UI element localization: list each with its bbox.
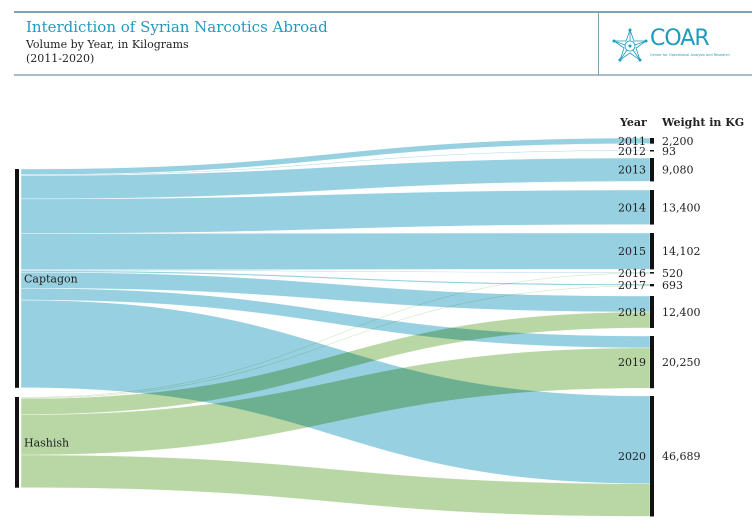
weight-label-2019: 20,250 [662, 356, 701, 369]
year-label-2020: 2020 [618, 450, 646, 463]
node-year-2014 [650, 190, 654, 225]
link-captagon-2014 [20, 189, 651, 234]
weight-label-2016: 520 [662, 267, 683, 280]
header-bottom-rule [14, 74, 752, 76]
link-hashish-2020 [20, 454, 651, 517]
year-label-2014: 2014 [618, 201, 646, 214]
network-star-icon [612, 28, 648, 62]
header-top-rule [14, 11, 752, 13]
header-separator [598, 11, 599, 75]
node-year-2015 [650, 233, 654, 270]
year-label-2019: 2019 [618, 356, 646, 369]
year-label-2013: 2013 [618, 164, 646, 177]
node-year-2018 [650, 296, 654, 328]
source-label-hashish: Hashish [24, 436, 69, 449]
weight-label-2017: 693 [662, 279, 683, 292]
node-year-2012 [650, 150, 654, 152]
year-label-2011: 2011 [618, 135, 646, 148]
logo-wordmark: COAR [650, 26, 710, 51]
node-year-2013 [650, 158, 654, 182]
weight-label-2014: 13,400 [662, 201, 701, 214]
chart-subtitle: Volume by Year, in Kilograms [26, 38, 189, 51]
year-label-2015: 2015 [618, 245, 646, 258]
logo-tagline: Center for Operational Analysis and Rese… [650, 53, 730, 57]
node-captagon [15, 169, 19, 388]
weight-label-2012: 93 [662, 145, 676, 158]
chart-year-range: (2011-2020) [26, 52, 95, 65]
node-year-2019 [650, 336, 654, 389]
year-label-2016: 2016 [618, 267, 646, 280]
nodes-group [15, 138, 654, 517]
node-year-2020 [650, 396, 654, 517]
node-hashish [15, 397, 19, 488]
weight-label-2011: 2,200 [662, 135, 694, 148]
node-year-2017 [650, 284, 654, 287]
year-label-2017: 2017 [618, 279, 646, 292]
weight-label-2013: 9,080 [662, 164, 694, 177]
column-header-year: Year [619, 116, 647, 129]
node-year-2011 [650, 138, 654, 144]
weight-label-2020: 46,689 [662, 450, 701, 463]
link-captagon-2015 [20, 232, 651, 271]
year-label-2012: 2012 [618, 145, 646, 158]
weight-label-2018: 12,400 [662, 306, 701, 319]
source-label-captagon: Captagon [24, 272, 78, 285]
column-header-weight: Weight in KG [661, 116, 744, 129]
node-year-2016 [650, 272, 654, 274]
year-label-2018: 2018 [618, 306, 646, 319]
chart-title: Interdiction of Syrian Narcotics Abroad [26, 18, 328, 36]
links-group [20, 137, 651, 517]
coar-logo: COAR Center for Operational Analysis and… [612, 26, 742, 66]
labels-group: Captagon Hashish Year Weight in KG 2011 2,200… [24, 116, 744, 463]
weight-label-2015: 14,102 [662, 245, 701, 258]
